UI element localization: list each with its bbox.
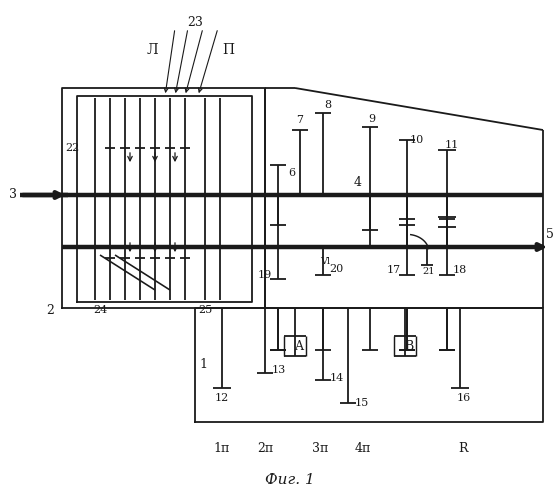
- Text: Л: Л: [146, 43, 158, 57]
- Text: 4: 4: [354, 176, 362, 190]
- Text: 2: 2: [46, 304, 54, 316]
- Text: 25: 25: [198, 305, 212, 315]
- Text: A: A: [295, 340, 304, 352]
- Text: R: R: [458, 442, 468, 454]
- Text: 7: 7: [296, 115, 304, 125]
- Text: 3: 3: [9, 188, 17, 202]
- Text: 14: 14: [330, 373, 344, 383]
- Text: 1: 1: [199, 358, 207, 372]
- Text: 8: 8: [325, 100, 331, 110]
- Text: П: П: [222, 43, 234, 57]
- Text: 23: 23: [187, 16, 203, 28]
- Text: 1п: 1п: [214, 442, 230, 454]
- Text: 2п: 2п: [257, 442, 273, 454]
- Text: 13: 13: [272, 365, 286, 375]
- Text: 5: 5: [546, 228, 554, 241]
- Text: 22: 22: [65, 143, 79, 153]
- Text: 21: 21: [423, 266, 435, 276]
- Text: Vl: Vl: [320, 258, 330, 266]
- Text: 24: 24: [93, 305, 107, 315]
- Text: 3п: 3п: [312, 442, 328, 454]
- Text: 17: 17: [387, 265, 401, 275]
- Text: 20: 20: [329, 264, 343, 274]
- Text: 12: 12: [215, 393, 229, 403]
- Text: 4п: 4п: [355, 442, 371, 454]
- Text: 15: 15: [355, 398, 369, 408]
- Text: 18: 18: [453, 265, 467, 275]
- Text: 19: 19: [258, 270, 272, 280]
- Text: Фиг. 1: Фиг. 1: [265, 473, 315, 487]
- Text: 16: 16: [457, 393, 471, 403]
- Text: B: B: [404, 340, 414, 352]
- Text: 11: 11: [445, 140, 459, 150]
- Text: 10: 10: [410, 135, 424, 145]
- Text: 9: 9: [369, 114, 375, 124]
- Text: 6: 6: [289, 168, 296, 178]
